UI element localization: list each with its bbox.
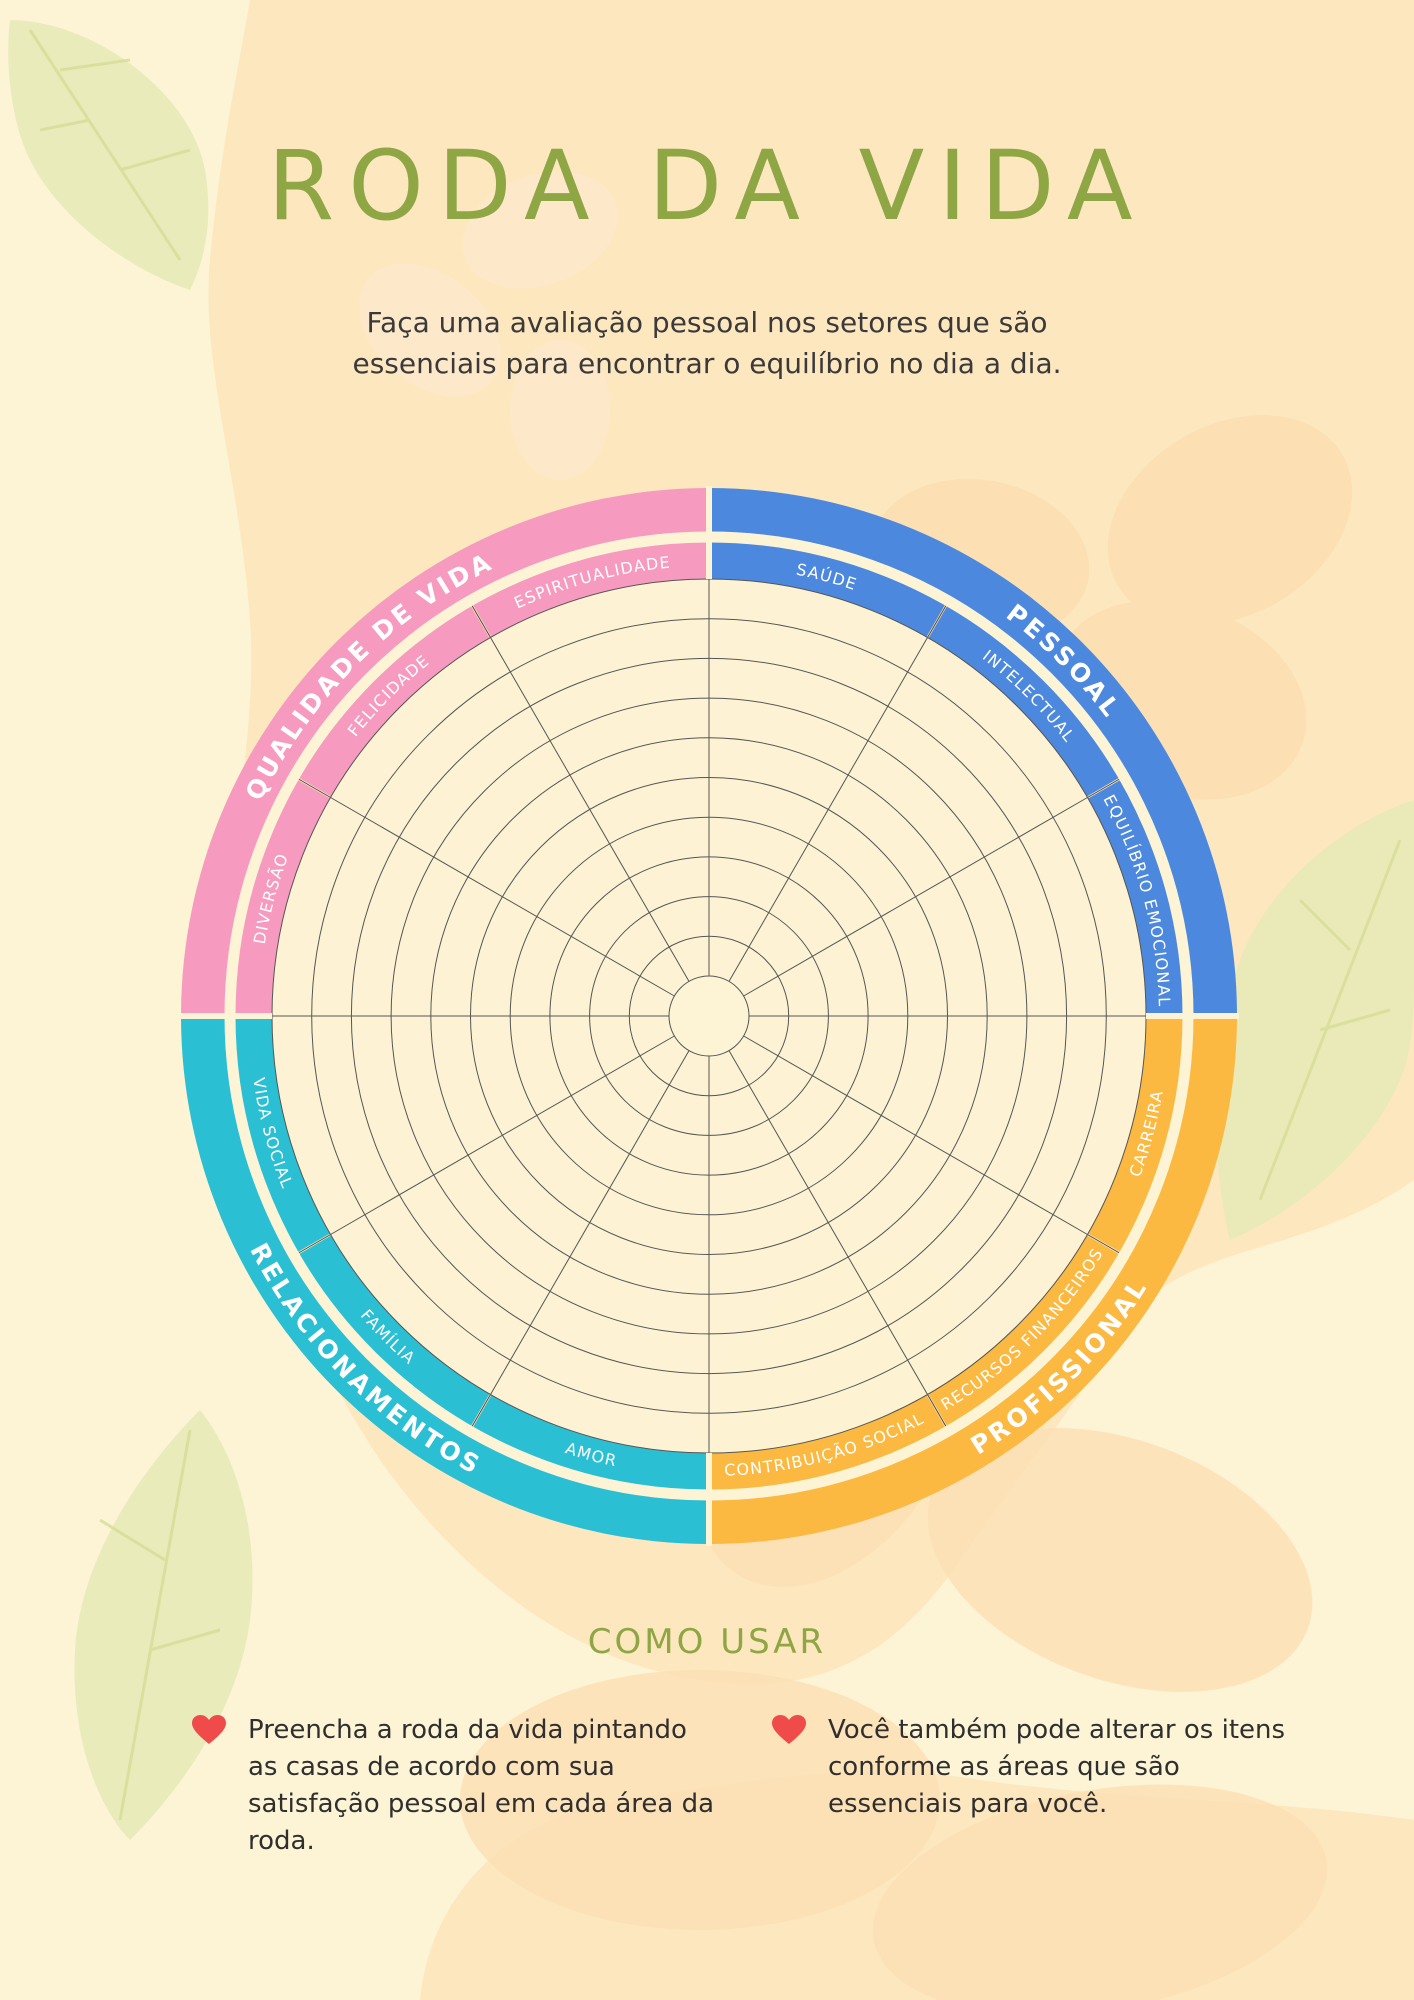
grid-spoke [330,797,675,997]
grid-spoke [728,637,928,982]
item-separator [1087,1234,1120,1254]
grid-center [668,975,750,1057]
item-band-contribuição-social [710,1395,945,1490]
item-band-diversão [235,780,330,1015]
leaf-veins [28,29,1402,1821]
item-separator [298,1234,331,1254]
category-band-profissional [711,1018,1237,1544]
heart-icon [192,1715,226,1744]
heart-icon [772,1715,806,1744]
item-band-vida-social [235,1017,330,1252]
item-band-amor [473,1395,708,1490]
page-title: RODA DA VIDA [267,130,1147,242]
item-separator [298,778,331,798]
how-to-use-title: COMO USAR [587,1622,827,1662]
category-band-relacionamentos [181,1018,707,1544]
tip-2-text: Você também pode alterar os itens confor… [828,1715,1286,1819]
item-separator [471,1394,491,1427]
tip-1-text: Preencha a roda da vida pintando as casa… [248,1715,715,1856]
item-band-espiritualidade [473,542,708,637]
category-band-pessoal [711,488,1237,1014]
subtitle: Faça uma avaliação pessoal nos setores q… [300,302,1114,384]
item-band-saúde [710,542,945,637]
grid-spoke [743,797,1088,997]
item-separator [927,1394,947,1427]
item-band-carreira [1088,1017,1183,1252]
subtitle-line-1: Faça uma avaliação pessoal nos setores q… [366,306,1048,339]
tip-2: Você também pode alterar os itens confor… [772,1712,1298,1823]
item-band-equilíbrio-emocional [1088,780,1183,1015]
grid-spoke [330,1035,675,1235]
item-band-recursos-financeiros [928,1235,1119,1426]
item-band-intelectual [928,606,1119,797]
grid-spoke [490,637,690,982]
item-separator [927,605,947,638]
tip-1: Preencha a roda da vida pintando as casa… [192,1712,718,1860]
item-separator [1087,778,1120,798]
grid-spoke [490,1050,690,1395]
item-separator [471,605,491,638]
flower-decoration-top [359,171,618,480]
grid-spoke [743,1035,1088,1235]
grid-spoke [728,1050,928,1395]
category-band-qualidade-de-vida [181,488,707,1014]
subtitle-line-2: essenciais para encontrar o equilíbrio n… [352,347,1062,380]
item-band-família [299,1235,490,1426]
item-band-felicidade [299,606,490,797]
